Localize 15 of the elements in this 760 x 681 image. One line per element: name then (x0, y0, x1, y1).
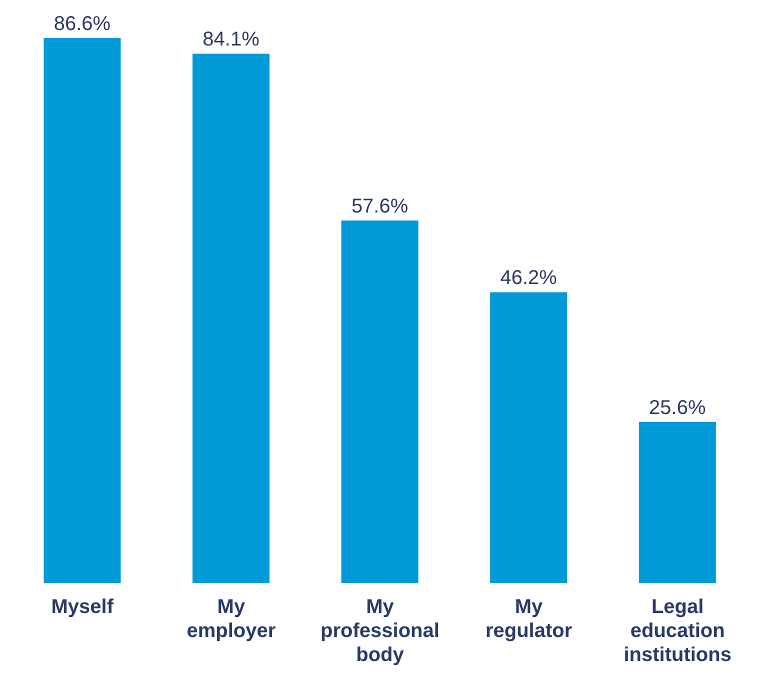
bar (341, 220, 418, 583)
data-label: 46.2% (500, 267, 558, 290)
data-label: 84.1% (202, 28, 260, 51)
data-label: 86.6% (54, 13, 111, 35)
bar (192, 54, 270, 583)
bar (638, 422, 716, 583)
data-label: 57.6% (351, 196, 408, 218)
data-label: 25.6% (649, 396, 706, 419)
x-tick-label: My regulator (485, 596, 572, 642)
bar (490, 292, 568, 583)
x-tick-label: My professional body (320, 596, 440, 666)
x-tick-label: My employer (186, 596, 276, 642)
x-tick-label: Legal education institutions (624, 596, 732, 666)
x-tick-label: Myself (51, 596, 114, 618)
bar (44, 38, 121, 583)
